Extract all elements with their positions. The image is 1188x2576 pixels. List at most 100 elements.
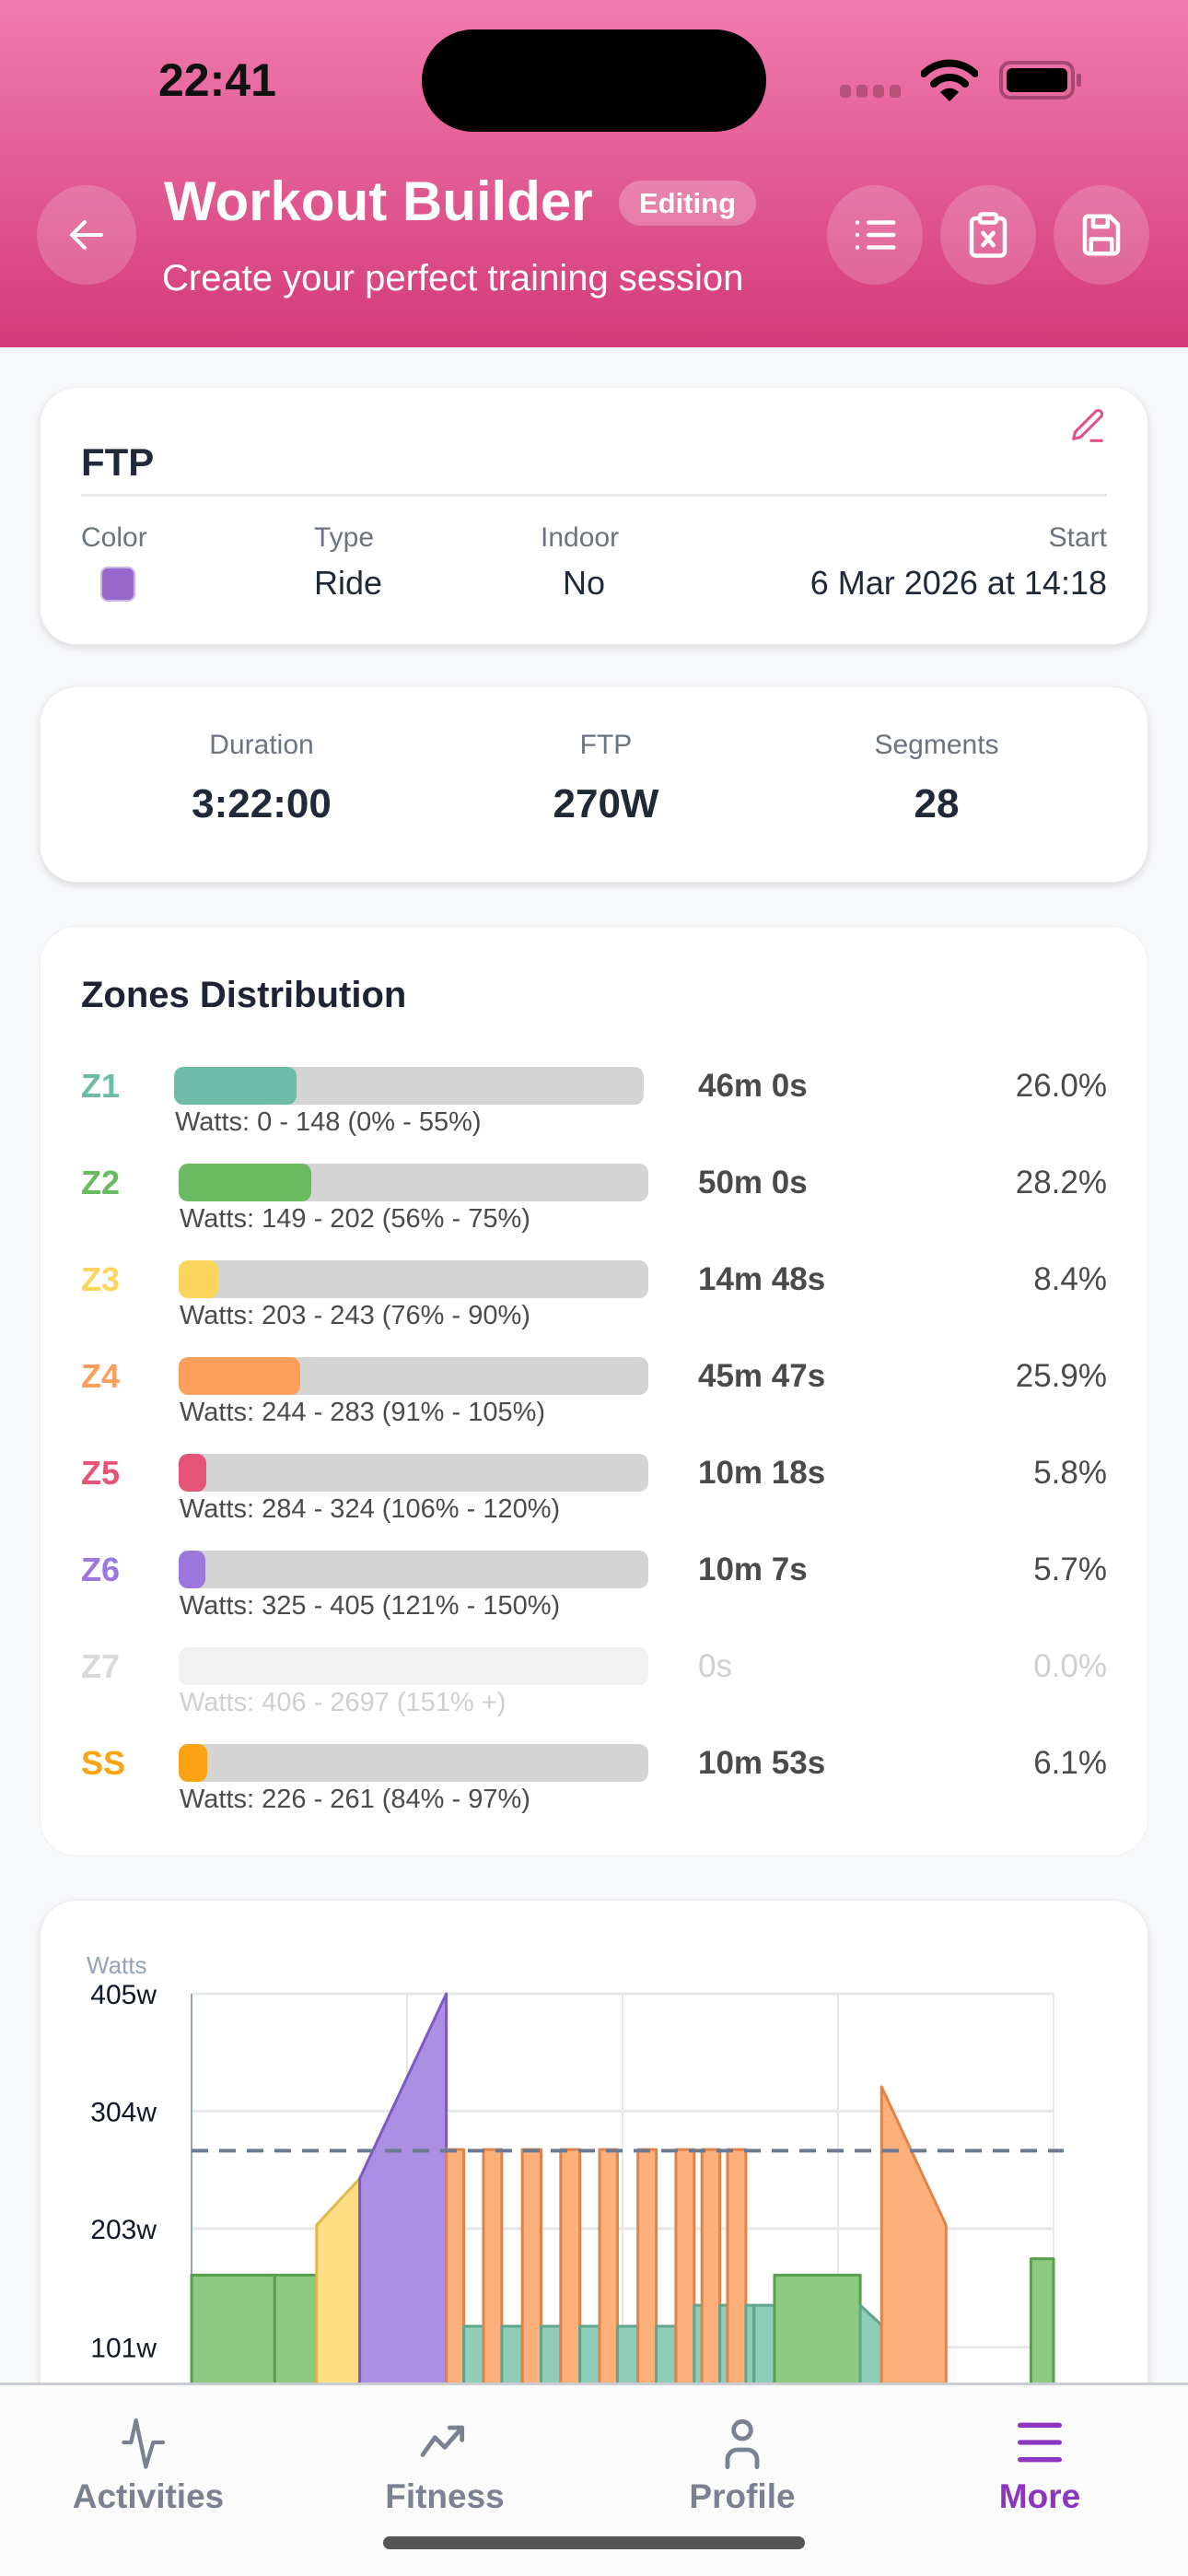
zone-time: 46m 0s (698, 1068, 808, 1104)
nav-label: Profile (689, 2477, 796, 2515)
y-tick-label: 405w (90, 1980, 157, 2010)
y-tick-label: 304w (90, 2097, 157, 2127)
zone-name: SS (81, 1744, 126, 1782)
zone-name: Z3 (81, 1260, 121, 1298)
zone-watts: Watts: 325 - 405 (121% - 150%) (180, 1591, 561, 1621)
editing-badge: Editing (619, 181, 757, 226)
zone-name: Z7 (81, 1647, 121, 1685)
menu-icon (1018, 2422, 1062, 2463)
zone-bar-fill (179, 1164, 311, 1201)
zone-watts: Watts: 406 - 2697 (151% +) (180, 1688, 507, 1717)
edit-pencil-icon[interactable] (1066, 405, 1109, 448)
user-icon (725, 2418, 760, 2470)
zone-time: 10m 18s (698, 1455, 826, 1491)
page-subtitle: Create your perfect training session (162, 258, 744, 299)
zone-time: 10m 53s (698, 1745, 826, 1781)
status-time: 22:41 (158, 54, 276, 106)
nav-more[interactable]: More (929, 2385, 1150, 2551)
back-button[interactable] (37, 185, 136, 285)
segments-list-button[interactable] (827, 185, 923, 285)
wifi-icon (921, 59, 978, 101)
type-value: Ride (314, 564, 383, 602)
zone-percent: 6.1% (1033, 1745, 1107, 1781)
zone-name: Z5 (81, 1454, 121, 1492)
start-value: 6 Mar 2026 at 14:18 (809, 564, 1107, 602)
zone-bar-fill (179, 1357, 301, 1395)
start-label: Start (1048, 522, 1107, 553)
color-label: Color (81, 522, 147, 553)
zone-watts: Watts: 244 - 283 (91% - 105%) (180, 1398, 546, 1427)
y-axis-label: Watts (87, 1951, 146, 1979)
type-label: Type (314, 522, 375, 553)
home-indicator[interactable] (383, 2536, 805, 2549)
y-tick-label: 203w (90, 2215, 157, 2245)
zone-percent: 25.9% (1015, 1358, 1107, 1394)
zone-name: Z4 (81, 1357, 121, 1395)
zone-name: Z1 (81, 1067, 121, 1105)
ftp-value: 270W (553, 781, 659, 826)
cellular-signal-icon (840, 85, 901, 98)
segments-value: 28 (914, 781, 960, 826)
trending-up-icon (420, 2425, 465, 2457)
zone-time: 10m 7s (698, 1551, 808, 1587)
dynamic-island (422, 29, 766, 132)
nav-label: Activities (72, 2477, 225, 2515)
list-icon (855, 220, 896, 250)
zone-time: 0s (698, 1648, 732, 1684)
zone-bar (179, 1551, 648, 1588)
zone-watts: Watts: 284 - 324 (106% - 120%) (180, 1494, 561, 1524)
divider (81, 494, 1107, 497)
zone-bar (179, 1454, 648, 1492)
nav-label: More (998, 2477, 1081, 2515)
zone-watts: Watts: 226 - 261 (84% - 97%) (180, 1785, 530, 1814)
clipboard-x-icon (969, 212, 1007, 258)
color-swatch[interactable] (100, 567, 135, 602)
ftp-stat: FTP 270W (477, 730, 735, 827)
activity-pulse-icon (122, 2418, 166, 2469)
zone-percent: 26.0% (1015, 1068, 1107, 1104)
zone-time: 50m 0s (698, 1165, 808, 1200)
zone-bar (179, 1164, 648, 1201)
battery-icon (999, 61, 1075, 100)
zone-percent: 5.8% (1033, 1455, 1107, 1491)
workout-info-card (40, 387, 1148, 645)
zone-bar (174, 1067, 644, 1105)
zone-name: Z2 (81, 1164, 121, 1201)
nav-profile[interactable]: Profile (632, 2385, 853, 2551)
summary-card (40, 686, 1148, 883)
zone-time: 14m 48s (698, 1261, 826, 1297)
duration-value: 3:22:00 (192, 781, 332, 826)
zone-bar (179, 1260, 648, 1298)
zones-title: Zones Distribution (81, 975, 407, 1015)
nav-activities[interactable]: Activities (38, 2385, 259, 2551)
zone-name: Z6 (81, 1551, 121, 1588)
zone-time: 45m 47s (698, 1358, 826, 1394)
zone-bar-fill (179, 1551, 206, 1588)
zone-bar (179, 1357, 648, 1395)
save-button[interactable] (1054, 185, 1149, 285)
zone-watts: Watts: 203 - 243 (76% - 90%) (180, 1301, 530, 1330)
bottom-nav: Activities Fitness Profile More (0, 2383, 1188, 2576)
zone-bar-fill (174, 1067, 297, 1105)
nav-label: Fitness (385, 2477, 505, 2515)
zone-bar-fill (179, 1454, 206, 1492)
zone-watts: Watts: 149 - 202 (56% - 75%) (180, 1204, 530, 1234)
nav-fitness[interactable]: Fitness (334, 2385, 555, 2551)
arrow-left-icon (70, 220, 103, 250)
zone-percent: 5.7% (1033, 1551, 1107, 1587)
clear-workout-button[interactable] (940, 185, 1036, 285)
segments-label: Segments (874, 730, 999, 760)
indoor-label: Indoor (541, 522, 620, 553)
zone-watts: Watts: 0 - 148 (0% - 55%) (175, 1107, 482, 1137)
y-tick-label: 101w (90, 2334, 157, 2364)
zone-bar (179, 1647, 648, 1685)
duration-label: Duration (209, 730, 314, 760)
workout-name[interactable]: FTP (81, 440, 155, 484)
zone-bar-fill (179, 1744, 208, 1782)
segments-stat: Segments 28 (808, 730, 1066, 827)
page-title: Workout Builder (164, 170, 593, 232)
zone-percent: 28.2% (1015, 1165, 1107, 1200)
zone-percent: 8.4% (1033, 1261, 1107, 1297)
zone-bar-fill (179, 1260, 218, 1298)
